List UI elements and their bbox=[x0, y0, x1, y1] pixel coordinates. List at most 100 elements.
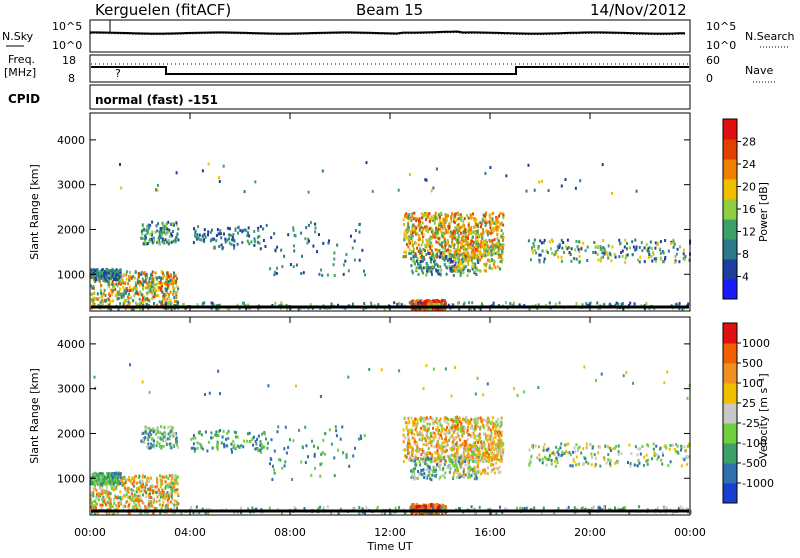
range-gate-cell bbox=[414, 459, 416, 462]
range-gate-cell bbox=[151, 281, 153, 284]
range-gate-cell bbox=[159, 503, 161, 506]
noise-left-tick-top: 10^5 bbox=[52, 20, 82, 33]
range-gate-cell bbox=[152, 428, 154, 431]
range-gate-cell bbox=[450, 220, 452, 223]
range-gate-cell bbox=[167, 484, 169, 487]
range-gate-cell bbox=[426, 416, 428, 419]
range-gate-cell bbox=[539, 239, 541, 242]
range-gate-cell bbox=[409, 216, 411, 219]
range-gate-cell bbox=[474, 418, 476, 421]
range-gate-cell bbox=[500, 424, 502, 427]
range-gate-cell bbox=[452, 420, 454, 423]
range-gate-cell bbox=[441, 430, 443, 433]
range-gate-cell bbox=[477, 425, 479, 428]
range-gate-cell bbox=[490, 433, 492, 436]
range-gate-cell bbox=[139, 494, 141, 497]
range-gate-cell bbox=[502, 247, 504, 250]
range-gate-cell bbox=[239, 229, 241, 232]
range-gate-cell bbox=[231, 243, 233, 246]
range-gate-cell bbox=[683, 252, 685, 255]
range-gate-cell bbox=[513, 302, 515, 305]
range-gate-cell bbox=[444, 240, 446, 243]
range-gate-cell bbox=[496, 222, 498, 225]
range-gate-cell bbox=[470, 213, 472, 216]
range-gate-cell bbox=[445, 213, 447, 216]
range-gate-cell bbox=[130, 289, 132, 292]
range-gate-cell bbox=[645, 302, 647, 305]
range-gate-cell bbox=[467, 429, 469, 432]
range-gate-cell bbox=[411, 452, 413, 455]
range-gate-cell bbox=[100, 493, 102, 496]
range-gate-cell bbox=[639, 246, 641, 249]
range-gate-cell bbox=[408, 226, 410, 229]
range-gate-cell bbox=[281, 265, 283, 268]
range-gate-cell bbox=[499, 421, 501, 424]
range-gate-cell bbox=[291, 478, 293, 481]
range-gate-cell bbox=[446, 273, 448, 276]
range-gate-cell bbox=[609, 253, 611, 256]
range-gate-cell bbox=[481, 456, 483, 459]
range-gate-cell bbox=[154, 289, 156, 292]
range-gate-cell bbox=[453, 476, 455, 479]
range-gate-cell bbox=[233, 244, 235, 247]
range-gate-cell bbox=[657, 242, 659, 245]
range-gate-cell bbox=[133, 501, 135, 504]
range-gate-cell bbox=[191, 447, 193, 450]
range-gate-cell bbox=[223, 165, 225, 168]
range-gate-cell bbox=[485, 219, 487, 222]
range-gate-cell bbox=[154, 293, 156, 296]
range-gate-cell bbox=[447, 466, 449, 469]
range-gate-cell bbox=[336, 244, 338, 247]
range-gate-cell bbox=[479, 436, 481, 439]
range-gate-cell bbox=[429, 239, 431, 242]
range-gate-cell bbox=[194, 450, 196, 453]
range-gate-cell bbox=[569, 251, 571, 254]
range-gate-cell bbox=[441, 425, 443, 428]
range-gate-cell bbox=[430, 460, 432, 463]
range-gate-cell bbox=[214, 434, 216, 437]
range-gate-cell bbox=[489, 438, 491, 441]
range-gate-cell bbox=[166, 504, 168, 507]
range-gate-cell bbox=[465, 233, 467, 236]
range-gate-cell bbox=[156, 444, 158, 447]
range-gate-cell bbox=[210, 231, 212, 234]
range-gate-cell bbox=[140, 440, 142, 443]
range-gate-cell bbox=[474, 477, 476, 480]
range-gate-cell bbox=[462, 271, 464, 274]
range-gate-cell bbox=[644, 260, 646, 263]
range-gate-cell bbox=[429, 452, 431, 455]
range-gate-cell bbox=[424, 178, 426, 181]
range-gate-cell bbox=[101, 490, 103, 493]
range-gate-cell bbox=[257, 241, 259, 244]
range-gate-cell bbox=[482, 220, 484, 223]
range-gate-cell bbox=[246, 440, 248, 443]
range-gate-cell bbox=[633, 246, 635, 249]
range-gate-cell bbox=[498, 471, 500, 474]
range-gate-cell bbox=[435, 215, 437, 218]
range-gate-cell bbox=[226, 444, 228, 447]
range-gate-cell bbox=[482, 241, 484, 244]
range-gate-cell bbox=[95, 277, 97, 280]
range-gate-cell bbox=[171, 477, 173, 480]
range-gate-cell bbox=[483, 254, 485, 257]
range-gate-cell bbox=[460, 232, 462, 235]
range-gate-cell bbox=[130, 296, 132, 299]
range-gate-cell bbox=[430, 432, 432, 435]
range-gate-cell bbox=[485, 250, 487, 253]
range-gate-cell bbox=[561, 256, 563, 259]
range-gate-cell bbox=[170, 489, 172, 492]
range-gate-cell bbox=[457, 427, 459, 430]
range-gate-cell bbox=[467, 237, 469, 240]
range-gate-cell bbox=[449, 436, 451, 439]
range-gate-cell bbox=[498, 256, 500, 259]
range-gate-cell bbox=[162, 494, 164, 497]
range-gate-cell bbox=[451, 236, 453, 239]
range-gate-cell bbox=[468, 433, 470, 436]
range-gate-cell bbox=[451, 212, 453, 215]
range-gate-cell bbox=[408, 242, 410, 245]
range-gate-cell bbox=[407, 229, 409, 232]
range-gate-cell bbox=[489, 166, 491, 169]
range-gate-cell bbox=[464, 258, 466, 261]
